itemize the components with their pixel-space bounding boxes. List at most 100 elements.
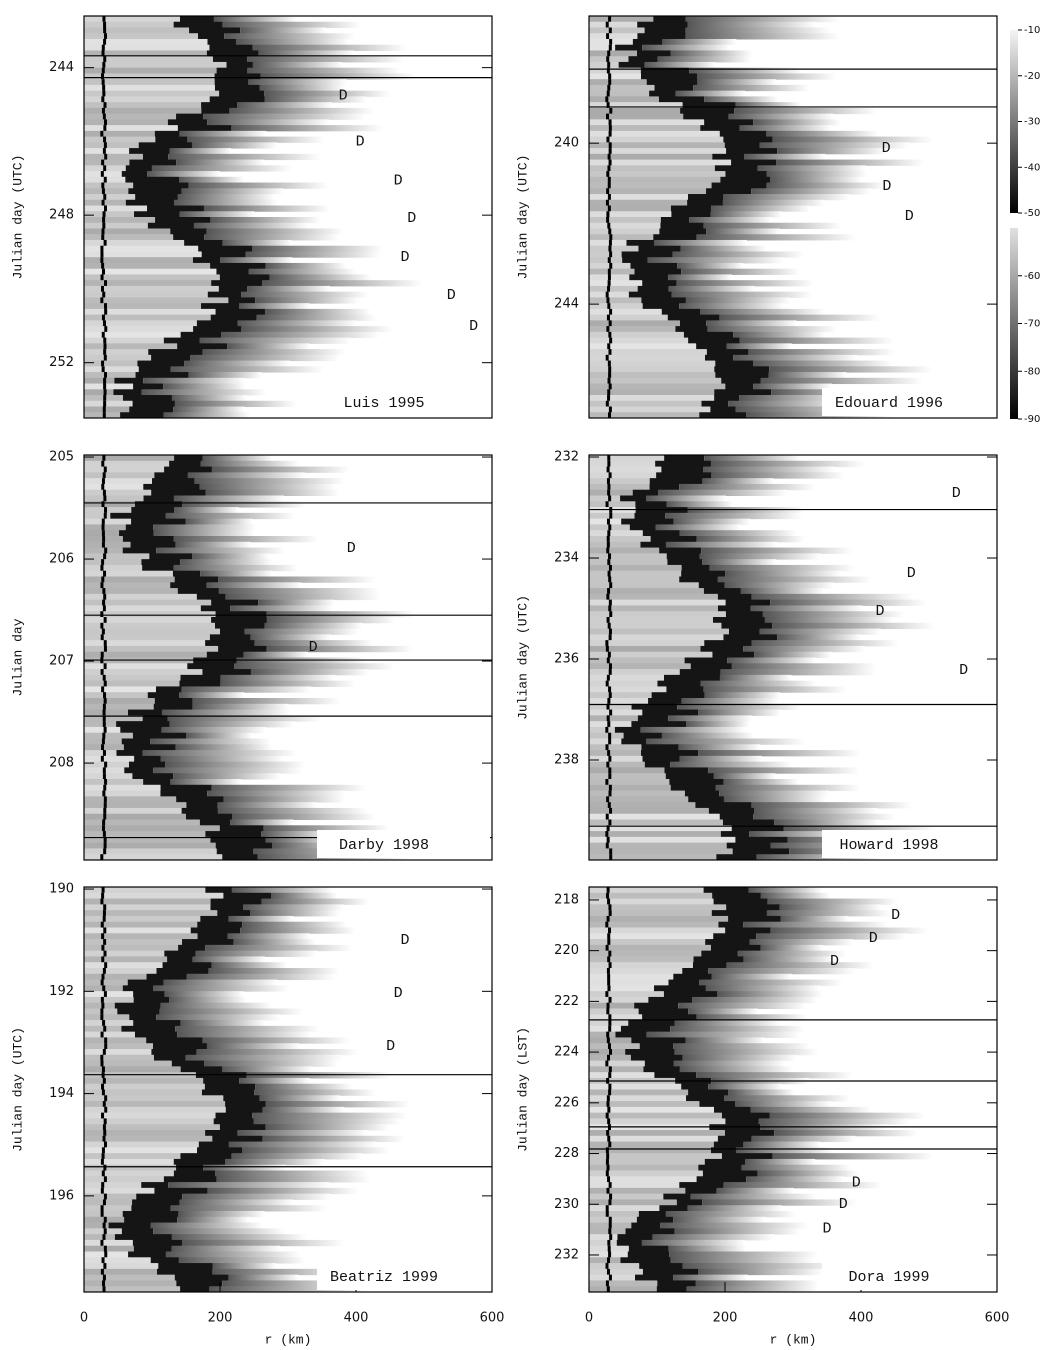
eye-wall [607, 651, 611, 658]
field-dark [620, 1025, 671, 1033]
eye-wall [606, 478, 610, 485]
field-light [589, 692, 652, 699]
field-fade [264, 90, 391, 97]
field-dark [199, 819, 231, 826]
field-fade [706, 320, 797, 327]
field-dark [615, 44, 643, 51]
field-light [84, 709, 128, 716]
field-light [84, 1274, 175, 1281]
field-dark [146, 973, 187, 981]
field-fade [757, 165, 866, 172]
field-dark [658, 96, 705, 103]
eye-wall [608, 1222, 612, 1229]
eye-wall [605, 1147, 609, 1154]
eye-wall [102, 1020, 106, 1027]
eye-wall [607, 1106, 611, 1114]
field-dark [635, 501, 667, 508]
eye-wall [101, 892, 105, 900]
eye-wall [102, 489, 106, 496]
field-dark [182, 939, 234, 946]
field-fade [672, 251, 804, 258]
eye-wall [608, 125, 612, 132]
field-light [84, 1280, 177, 1287]
field-dark [725, 927, 771, 934]
field-light [589, 773, 666, 780]
eye-wall [103, 512, 107, 520]
field-fade [216, 1176, 371, 1183]
field-fade [169, 996, 247, 1004]
eye-wall [103, 1245, 107, 1252]
eye-wall [607, 483, 611, 491]
field-dark [643, 1066, 680, 1073]
field-light [589, 645, 701, 653]
field-light [589, 245, 639, 252]
field-fade [230, 605, 333, 612]
field-dark [151, 478, 195, 485]
eye-wall [606, 1286, 610, 1293]
field-fade [223, 796, 345, 803]
field-dark [704, 1158, 746, 1166]
field-light [84, 205, 148, 212]
field-dark [636, 50, 671, 57]
field-fade [674, 1049, 819, 1056]
field-light [84, 326, 194, 333]
field-light [84, 892, 224, 900]
field-fade [670, 1025, 805, 1033]
field-fade [220, 680, 356, 687]
field-light [589, 354, 705, 362]
field-dark [206, 50, 259, 57]
annotation: D [339, 88, 348, 105]
eye-wall [608, 819, 612, 826]
field-fade [699, 979, 843, 986]
eye-wall [103, 645, 107, 653]
field-light [589, 251, 622, 258]
field-light [589, 1176, 697, 1183]
field-fade [242, 921, 347, 928]
field-fade [195, 950, 318, 957]
field-light [589, 159, 732, 166]
field-dark [704, 354, 734, 362]
field-dark [137, 360, 185, 367]
field-dark [223, 892, 272, 900]
field-dark [219, 1124, 266, 1131]
field-dark [680, 107, 735, 115]
eye-wall [103, 383, 107, 390]
field-light [84, 1060, 172, 1067]
field-dark [122, 547, 157, 554]
field-light [589, 337, 689, 344]
field-fade [735, 406, 890, 413]
y-tick-label: 224 [554, 1045, 579, 1060]
field-fade [688, 1008, 758, 1015]
field-light [84, 349, 149, 356]
field-fade [655, 524, 741, 531]
field-dark [177, 343, 228, 350]
field-fade [229, 107, 375, 115]
field-light [589, 956, 694, 963]
field-fade [173, 199, 279, 207]
eye-wall [607, 1239, 611, 1247]
field-light [84, 674, 181, 682]
field-dark [142, 715, 168, 722]
field-dark [653, 16, 686, 23]
field-dark [170, 582, 207, 589]
field-fade [751, 640, 899, 647]
field-fade [156, 547, 286, 554]
field-light [84, 553, 150, 560]
field-dark [679, 320, 707, 327]
field-dark [719, 130, 767, 138]
field-fade [245, 251, 381, 258]
field-fade [770, 599, 927, 606]
field-light [589, 84, 655, 92]
field-fade [679, 1066, 793, 1073]
field-fade [728, 1089, 795, 1096]
eye-wall [605, 96, 609, 103]
eye-wall [102, 773, 106, 780]
eye-wall [607, 1245, 611, 1252]
field-light [84, 1101, 226, 1108]
eye-wall [608, 553, 612, 560]
field-fade [779, 904, 882, 911]
field-dark [679, 669, 721, 676]
eye-wall [608, 1072, 612, 1079]
field-dark [651, 692, 705, 699]
eye-wall [607, 588, 611, 595]
